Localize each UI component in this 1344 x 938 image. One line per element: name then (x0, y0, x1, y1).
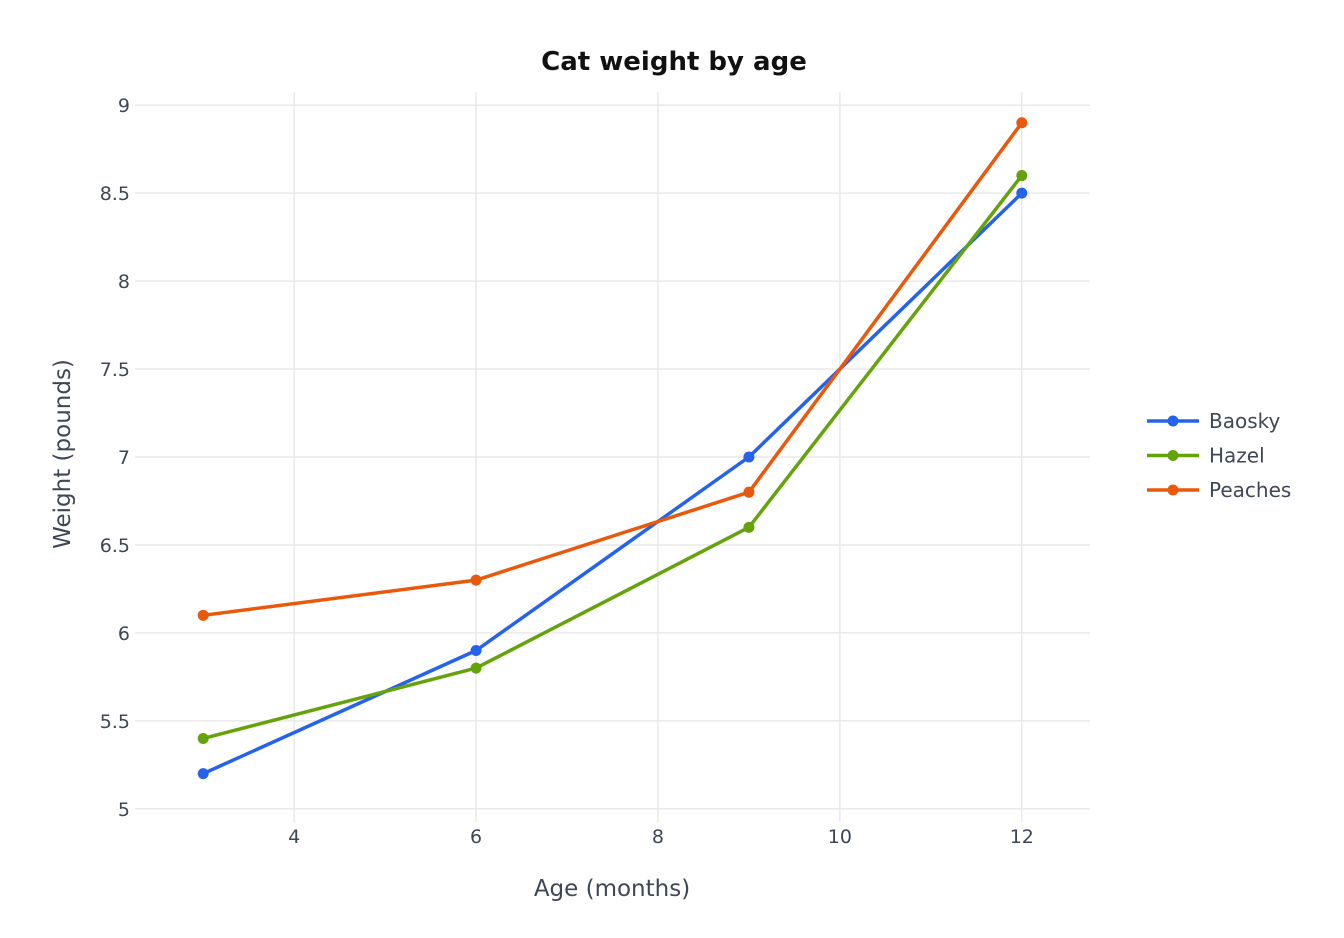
data-point-baosky (743, 451, 755, 463)
legend-swatch-marker (1167, 450, 1179, 461)
x-tick-label: 6 (470, 826, 482, 848)
y-tick-label: 8.5 (100, 183, 130, 205)
series-peaches (197, 117, 1028, 621)
data-point-hazel (1016, 170, 1028, 182)
series-baosky (197, 187, 1028, 780)
data-point-peaches (1016, 117, 1028, 129)
legend-label: Hazel (1209, 444, 1265, 468)
y-tick-label: 8 (118, 271, 130, 293)
x-tick-label: 4 (288, 826, 300, 848)
legend-swatch-marker (1167, 484, 1179, 496)
data-point-peaches (197, 609, 209, 621)
chart-title: Cat weight by age (541, 47, 807, 77)
data-point-hazel (197, 732, 209, 744)
data-point-peaches (743, 486, 755, 498)
data-point-peaches (470, 574, 482, 586)
x-tick-label: 12 (1010, 826, 1034, 848)
legend-item-peaches[interactable]: Peaches (1147, 478, 1291, 502)
series-line-peaches (201, 121, 1024, 618)
series-line-baosky (201, 191, 1024, 776)
legend-label: Peaches (1209, 478, 1291, 502)
y-tick-label: 7 (118, 447, 130, 469)
y-tick-label: 5.5 (100, 711, 130, 733)
legend-item-baosky[interactable]: Baosky (1147, 409, 1281, 433)
y-tick-label: 7.5 (100, 359, 130, 381)
data-point-baosky (1016, 187, 1028, 199)
x-tick-label: 10 (828, 826, 852, 848)
data-point-baosky (197, 768, 209, 780)
y-tick-labels: 5 5.5 6 6.5 7 7.5 8 8.5 9 (100, 95, 130, 821)
y-tick-label: 5 (118, 799, 130, 821)
y-tick-label: 6.5 (100, 535, 130, 557)
series-group (197, 117, 1028, 780)
legend-swatch-marker (1167, 415, 1179, 427)
series-hazel (197, 170, 1028, 744)
data-point-hazel (470, 662, 482, 674)
y-gridlines (135, 104, 1090, 810)
data-point-hazel (743, 521, 755, 533)
legend-item-hazel[interactable]: Hazel (1147, 444, 1265, 468)
y-axis-label: Weight (pounds) (50, 359, 76, 549)
data-point-baosky (470, 644, 482, 656)
x-tick-label: 8 (652, 826, 664, 848)
series-line-hazel (201, 173, 1024, 741)
x-tick-labels: 4 6 8 10 12 (288, 826, 1034, 848)
legend-label: Baosky (1209, 409, 1281, 433)
y-tick-label: 6 (118, 623, 130, 645)
x-axis-label: Age (months) (534, 876, 690, 902)
y-tick-label: 9 (118, 95, 130, 117)
legend: Baosky Hazel Peaches (1147, 409, 1291, 502)
